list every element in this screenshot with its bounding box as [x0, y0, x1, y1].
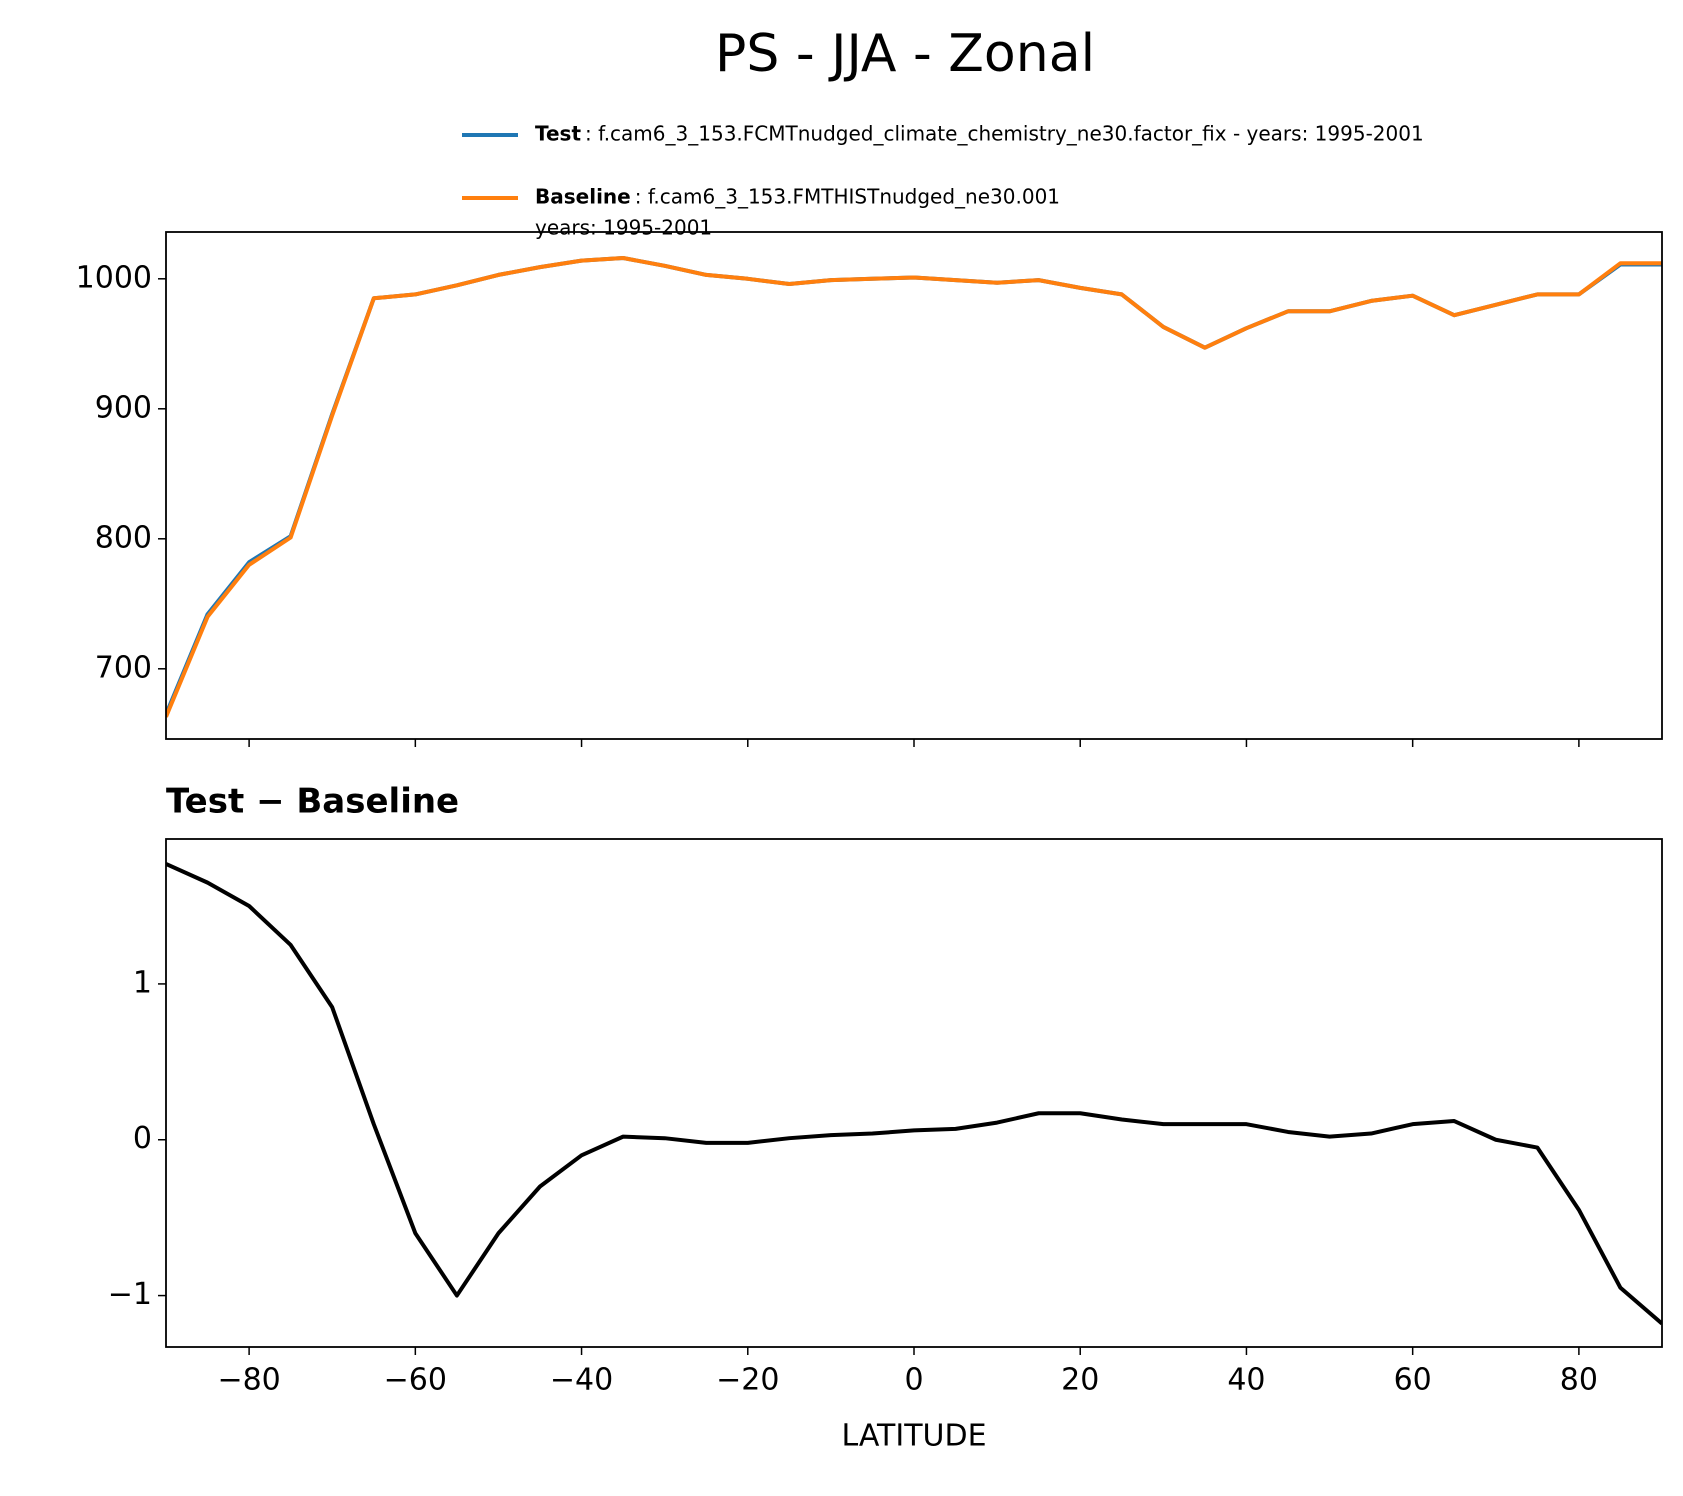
legend-name: Baseline [535, 185, 631, 209]
x-tick-label: −80 [217, 1363, 280, 1398]
x-tick-label: 40 [1227, 1363, 1265, 1398]
x-tick-label: 80 [1560, 1363, 1598, 1398]
data-line [166, 862, 1662, 1326]
legend-label: : f.cam6_3_153.FMTHISTnudged_ne30.001 [635, 185, 1060, 209]
y-tick-label: −1 [108, 1277, 152, 1312]
legend-name: Test [535, 122, 581, 146]
y-tick-label: 800 [95, 520, 152, 555]
x-tick-label: −20 [716, 1363, 779, 1398]
y-tick-label: 0 [133, 1121, 152, 1156]
x-tick-label: −40 [550, 1363, 613, 1398]
y-tick-label: 1000 [76, 260, 152, 295]
x-axis-label: LATITUDE [841, 1419, 986, 1454]
x-tick-label: 20 [1061, 1363, 1099, 1398]
legend-label: : f.cam6_3_153.FCMTnudged_climate_chemis… [585, 122, 1424, 146]
y-tick-label: 900 [95, 390, 152, 425]
y-tick-label: 1 [133, 965, 152, 1000]
x-tick-label: 0 [904, 1363, 923, 1398]
subplot-title: Test − Baseline [166, 782, 459, 822]
legend-label: years: 1995-2001 [535, 216, 712, 240]
x-tick-label: 60 [1394, 1363, 1432, 1398]
x-tick-label: −60 [384, 1363, 447, 1398]
data-line [166, 256, 1662, 718]
figure-title: PS - JJA - Zonal [715, 24, 1095, 84]
axes-frame [165, 231, 1663, 740]
y-tick-label: 700 [95, 650, 152, 685]
axes-frame [165, 838, 1663, 1348]
data-line [166, 256, 1662, 716]
